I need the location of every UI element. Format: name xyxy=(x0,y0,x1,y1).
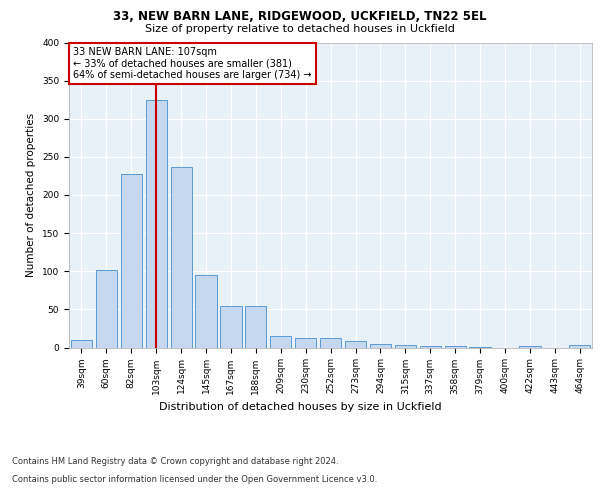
Bar xyxy=(71,340,92,347)
Text: 33, NEW BARN LANE, RIDGEWOOD, UCKFIELD, TN22 5EL: 33, NEW BARN LANE, RIDGEWOOD, UCKFIELD, … xyxy=(113,10,487,23)
Bar xyxy=(270,336,292,347)
Bar xyxy=(469,346,491,348)
Bar xyxy=(96,270,117,347)
Bar xyxy=(146,100,167,348)
Bar xyxy=(320,338,341,347)
Text: Contains public sector information licensed under the Open Government Licence v3: Contains public sector information licen… xyxy=(12,475,377,484)
Bar xyxy=(569,345,590,348)
Bar xyxy=(170,167,192,348)
Text: 33 NEW BARN LANE: 107sqm
← 33% of detached houses are smaller (381)
64% of semi-: 33 NEW BARN LANE: 107sqm ← 33% of detach… xyxy=(73,47,311,80)
Bar xyxy=(520,346,541,348)
Bar xyxy=(445,346,466,348)
Text: Contains HM Land Registry data © Crown copyright and database right 2024.: Contains HM Land Registry data © Crown c… xyxy=(12,458,338,466)
Bar xyxy=(370,344,391,347)
Text: Distribution of detached houses by size in Uckfield: Distribution of detached houses by size … xyxy=(158,402,442,412)
Text: Size of property relative to detached houses in Uckfield: Size of property relative to detached ho… xyxy=(145,24,455,34)
Bar xyxy=(419,346,441,348)
Bar xyxy=(121,174,142,348)
Bar xyxy=(196,275,217,347)
Bar xyxy=(220,306,242,348)
Bar xyxy=(395,345,416,348)
Bar xyxy=(295,338,316,347)
Y-axis label: Number of detached properties: Number of detached properties xyxy=(26,113,37,277)
Bar xyxy=(345,342,366,347)
Bar xyxy=(245,306,266,348)
